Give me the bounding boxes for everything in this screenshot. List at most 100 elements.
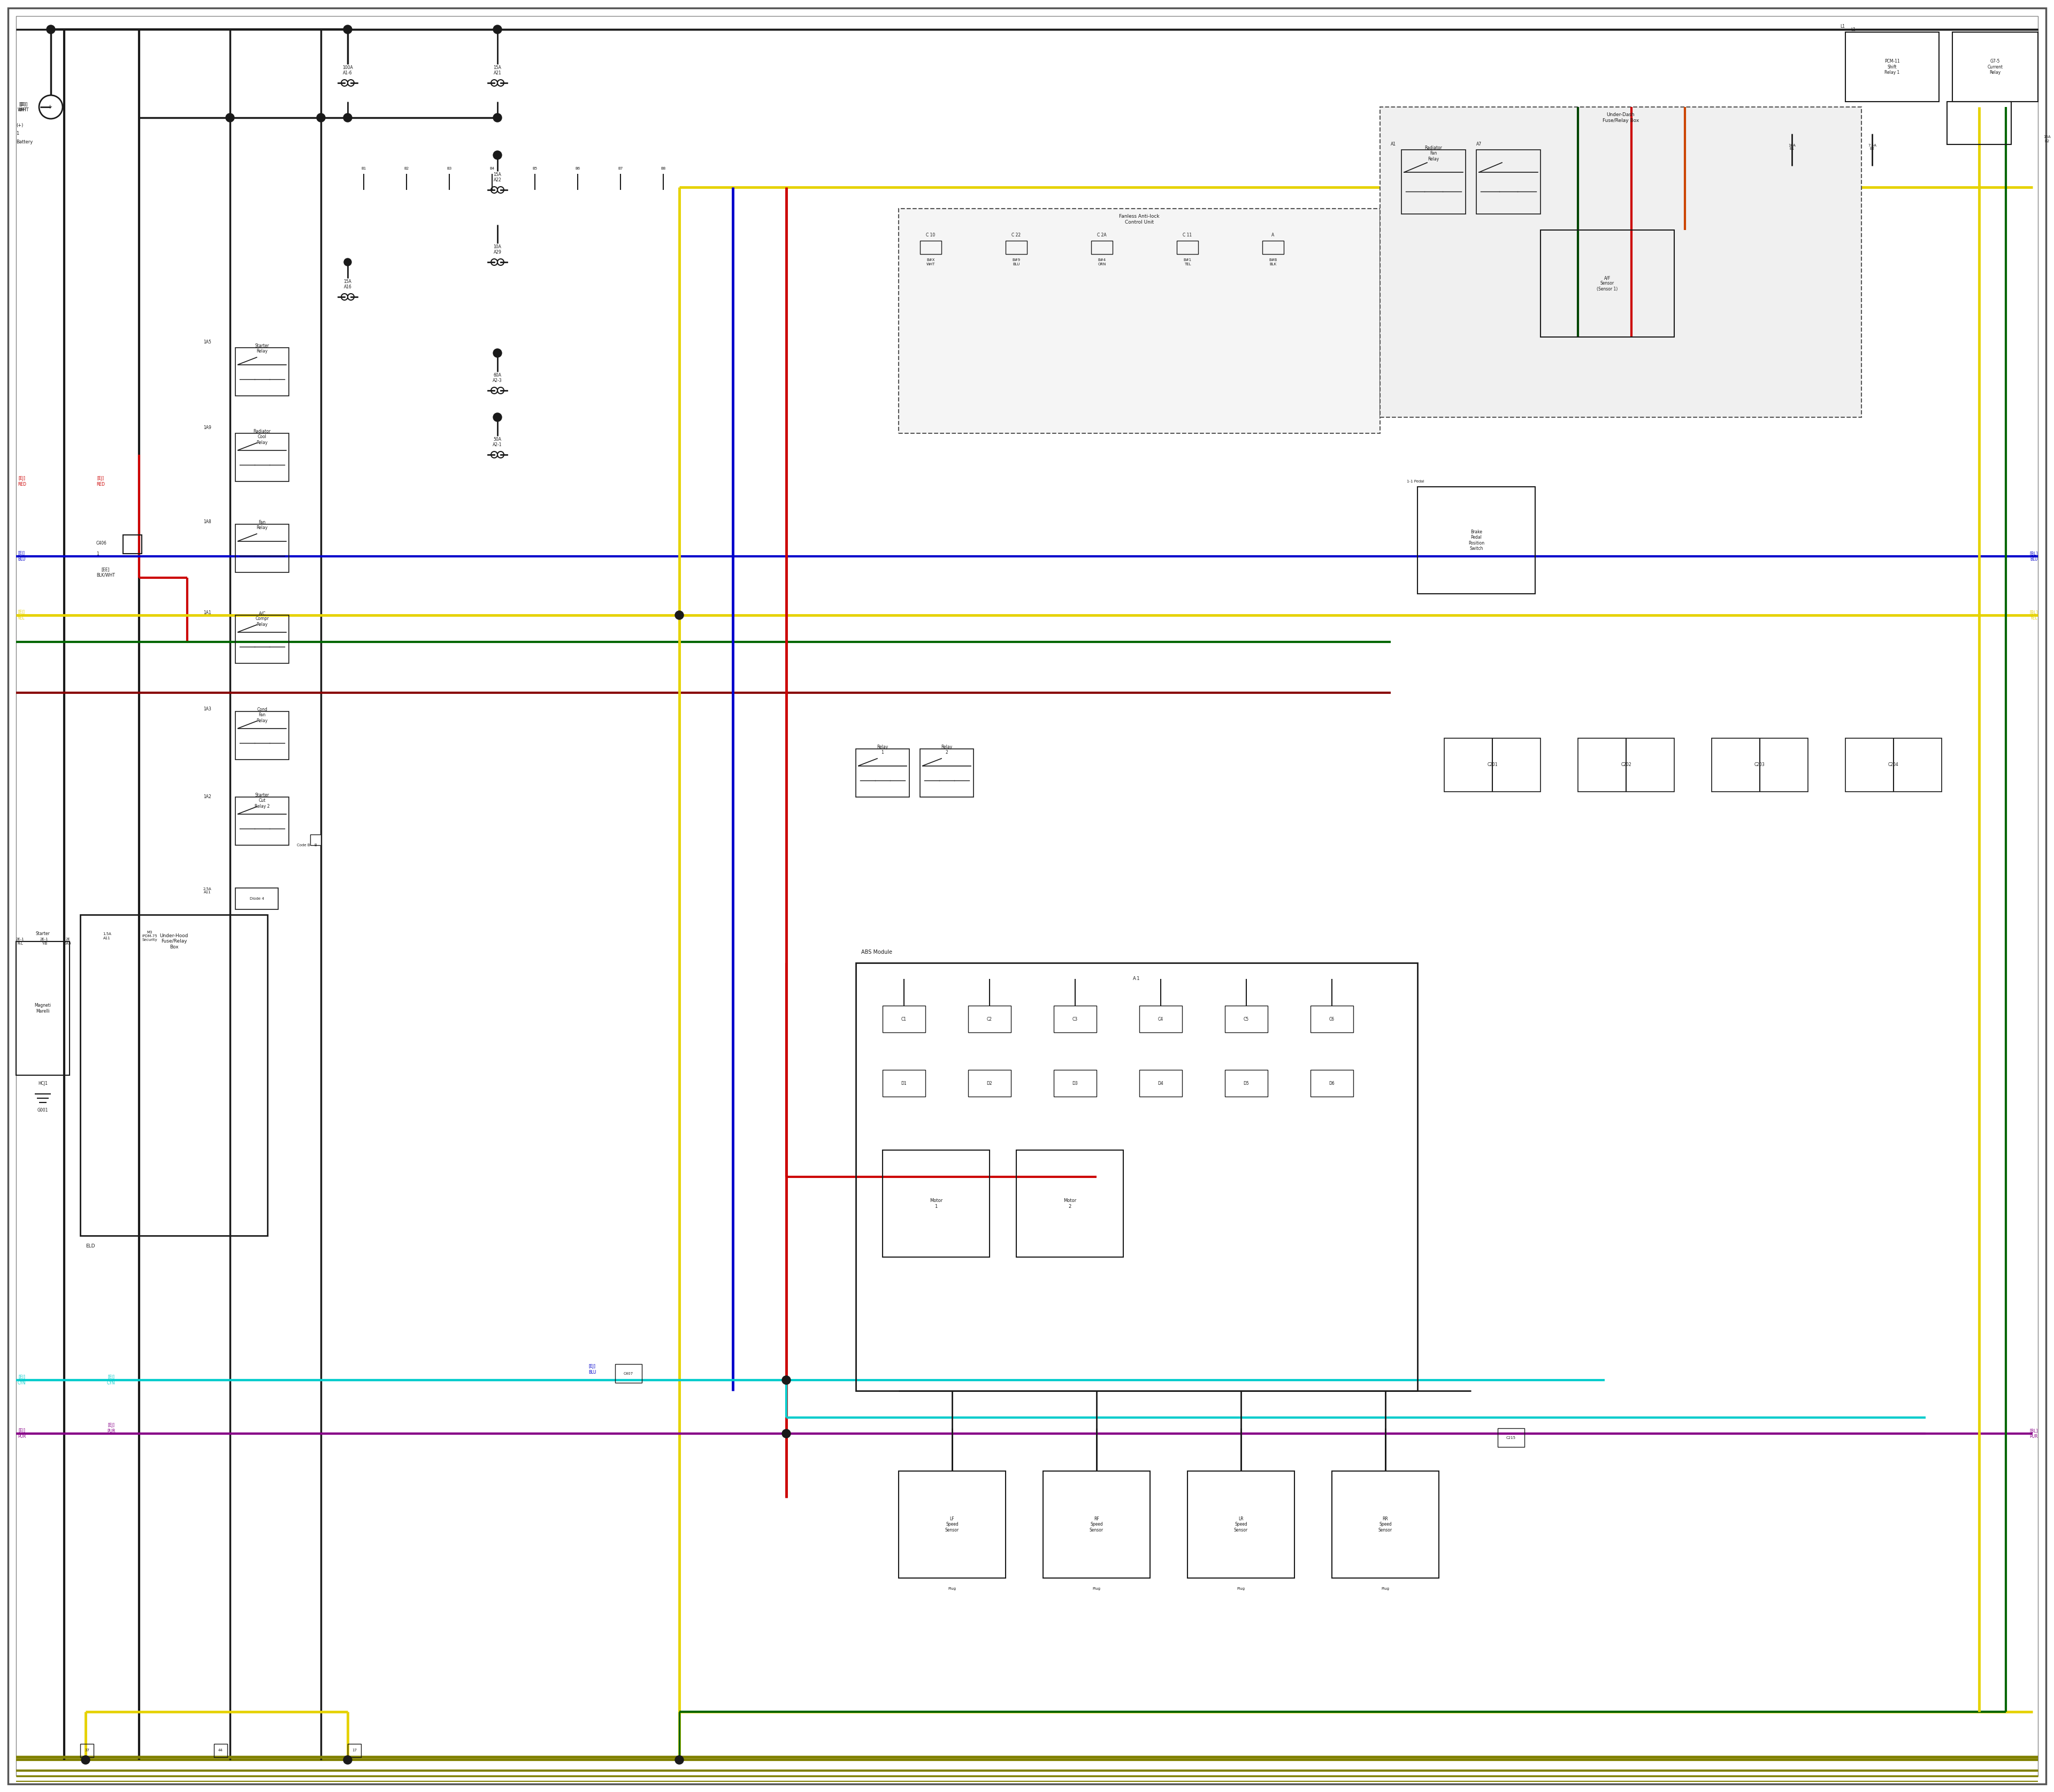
Text: A/F
Sensor
(Sensor 1): A/F Sensor (Sensor 1) [1596,276,1619,292]
Text: Cond
Fan
Relay: Cond Fan Relay [257,708,267,724]
Text: Fanless Anti-lock
Control Unit: Fanless Anti-lock Control Unit [1119,213,1161,224]
Bar [1844,738,1941,792]
Bar [236,525,290,572]
Text: [EJ]
CYN: [EJ] CYN [18,1374,27,1385]
Text: RR
Speed
Sensor: RR Speed Sensor [1378,1516,1393,1532]
Circle shape [47,25,55,34]
Text: Motor
1: Motor 1 [930,1199,943,1210]
Bar [1054,1070,1097,1097]
Bar [310,835,320,846]
Text: 1: 1 [97,552,99,556]
Text: [EJ]
RED: [EJ] RED [18,477,27,487]
Text: 1A2: 1A2 [203,794,212,799]
Text: 50A
A2-1: 50A A2-1 [493,437,501,448]
Text: 15A
A21: 15A A21 [493,65,501,75]
Circle shape [676,1756,684,1763]
Bar [1540,229,1674,337]
Bar [1263,240,1284,254]
Circle shape [343,25,351,34]
Text: Starter
Cut
Relay 2: Starter Cut Relay 2 [255,792,269,808]
Text: Magneti
Marelli: Magneti Marelli [35,1004,51,1014]
Text: 2E-1
Y-B: 2E-1 Y-B [41,937,49,944]
Bar [900,1471,1006,1579]
Text: B1: B1 [362,167,366,170]
Text: [BL]
BLU: [BL] BLU [2029,552,2038,561]
Text: 15A
A22: 15A A22 [493,172,501,183]
Text: Starter
Relay: Starter Relay [255,344,269,353]
Bar [1140,1070,1183,1097]
Text: B#X
WHT: B#X WHT [926,258,935,265]
Text: [EI]
WHT: [EI] WHT [18,102,27,113]
Bar [236,889,277,909]
Text: 15A
A16: 15A A16 [343,280,351,289]
Text: Starter: Starter [35,932,49,935]
Text: 2E
2A9: 2E 2A9 [64,937,72,944]
Circle shape [343,258,351,265]
Text: B#4
ORN: B#4 ORN [1097,258,1105,265]
Text: [EJ]
BLU: [EJ] BLU [587,1364,596,1374]
Bar [967,1070,1011,1097]
Text: G001: G001 [37,1107,47,1113]
Text: A: A [1271,233,1273,238]
Bar [1054,1005,1097,1032]
Bar [883,1150,990,1256]
Text: C4: C4 [1158,1016,1163,1021]
Text: [EJ]
YEL: [EJ] YEL [18,609,25,620]
Bar [236,348,290,396]
Text: C 22: C 22 [1013,233,1021,238]
Text: Fan
Relay: Fan Relay [257,520,267,530]
Text: C215: C215 [1506,1435,1516,1439]
Text: +: + [47,104,51,109]
Bar [1310,1005,1354,1032]
Bar [1177,240,1197,254]
Text: D2: D2 [986,1081,992,1086]
Text: PCM-11
Shift
Relay 1: PCM-11 Shift Relay 1 [1884,59,1900,75]
Bar [1224,1070,1267,1097]
Bar [16,941,70,1075]
Circle shape [493,151,501,159]
Text: [EJ]
PUR: [EJ] PUR [107,1423,115,1434]
Text: B3: B3 [448,167,452,170]
Bar [1497,1428,1524,1446]
Circle shape [493,25,501,34]
Bar [1477,151,1540,213]
Text: D1: D1 [902,1081,906,1086]
Bar [1187,1471,1294,1579]
Text: B#9
BLU: B#9 BLU [1013,258,1021,265]
Bar [1711,738,1808,792]
Text: C 2A: C 2A [1097,233,1107,238]
Text: D4: D4 [1158,1081,1165,1086]
Text: [BL]
PUR: [BL] PUR [2029,1428,2038,1439]
Text: 17: 17 [351,1749,357,1753]
Text: [BL]
YEL: [BL] YEL [2029,609,2038,620]
Text: B: B [314,844,316,848]
Circle shape [343,113,351,122]
Bar [1043,1471,1150,1579]
Circle shape [316,113,325,122]
Text: Relay
1: Relay 1 [877,745,887,754]
Text: M3
IPDM-75
Security: M3 IPDM-75 Security [142,930,158,941]
Text: D5: D5 [1243,1081,1249,1086]
Text: C203: C203 [1754,763,1764,767]
Text: B6: B6 [575,167,579,170]
Text: 2E-1
R-L: 2E-1 R-L [16,937,25,944]
Text: 60A
A2-3: 60A A2-3 [493,373,501,383]
Text: C202: C202 [1621,763,1631,767]
Circle shape [82,1756,88,1763]
Text: Code B: Code B [298,844,310,848]
Text: D6: D6 [1329,1081,1335,1086]
Bar [1017,1150,1124,1256]
Text: C1: C1 [902,1016,906,1021]
Text: A.1: A.1 [1134,977,1140,982]
Bar [614,1364,641,1383]
Text: [EJ]
PUR: [EJ] PUR [18,1428,27,1439]
Bar [1006,240,1027,254]
Bar [236,434,290,482]
Text: 1A1: 1A1 [203,609,212,615]
Bar [1401,151,1467,213]
Circle shape [676,1756,684,1763]
Bar [1310,1070,1354,1097]
Text: ABS Module: ABS Module [861,950,891,955]
Text: [EJ]
BLU: [EJ] BLU [18,552,25,561]
Circle shape [493,349,501,357]
